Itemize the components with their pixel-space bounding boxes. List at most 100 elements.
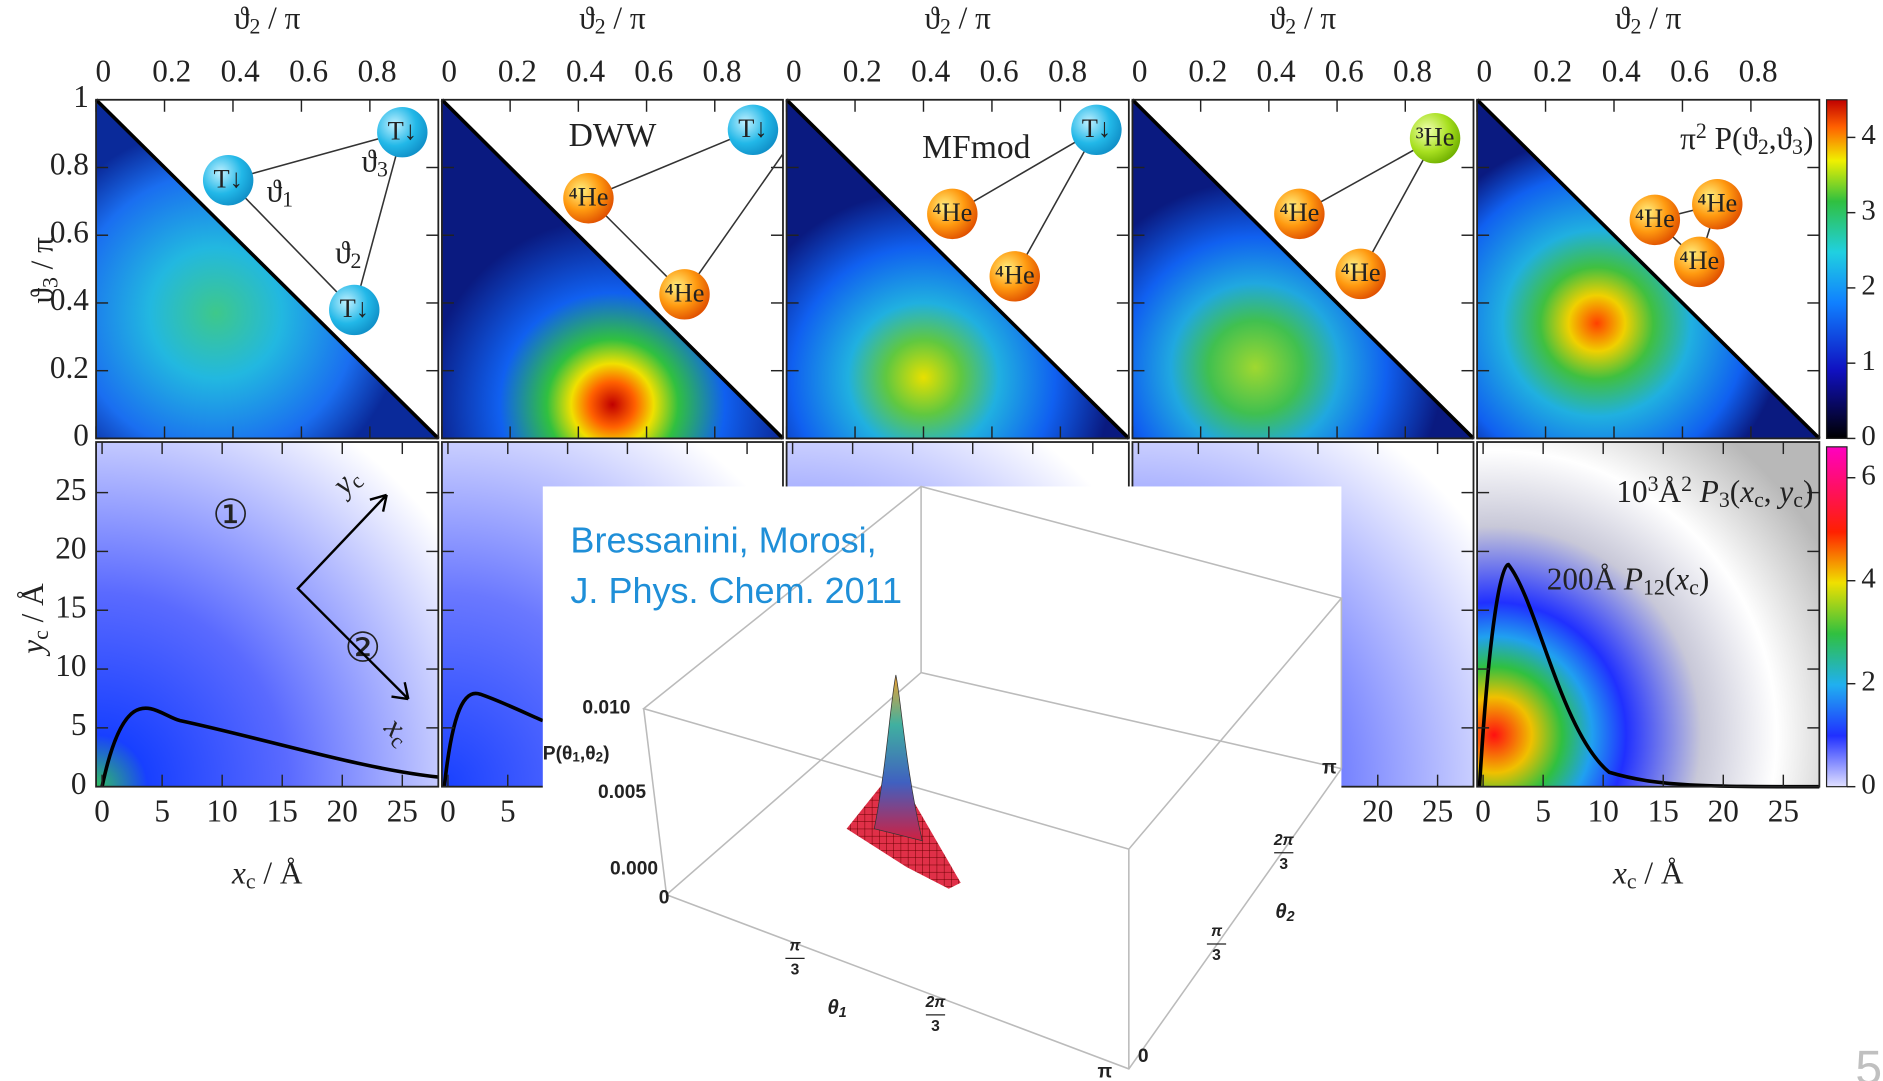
- text-part: ϑ: [335, 235, 351, 270]
- colorbar-label: 0: [1861, 768, 1875, 800]
- x-tick-label: 0.4: [1257, 54, 1296, 89]
- frame: [95, 98, 440, 440]
- frame: [441, 98, 784, 440]
- panel-label: 200Å P12(xc): [1547, 562, 1709, 599]
- citation: Bressanini, Morosi,: [570, 519, 876, 560]
- text-part: 3: [377, 157, 388, 181]
- y-tick-label: 0.4: [50, 282, 89, 317]
- x-tick-label: 0.6: [634, 54, 673, 89]
- atom-label: T↓: [1082, 113, 1111, 143]
- axis-tick-label: 3: [931, 1018, 940, 1035]
- text-part: ϑ: [1270, 1, 1286, 36]
- text-part: c: [246, 869, 256, 893]
- frame: [1476, 441, 1821, 788]
- atom-label: ⁴He: [1341, 257, 1381, 287]
- x-tick-label: 0: [1132, 54, 1148, 89]
- colorbar-label: 3: [1861, 194, 1875, 226]
- text-part: θ: [1275, 901, 1286, 923]
- x-tick-label: 0: [1476, 54, 1492, 89]
- x-tick-label: 0.2: [498, 54, 537, 89]
- text-part: / π: [1296, 1, 1336, 36]
- atom: [927, 188, 978, 240]
- text-part: ϑ: [25, 288, 60, 304]
- text-part: (: [1730, 474, 1740, 509]
- x-tick-label: 0.2: [152, 54, 191, 89]
- atom-label: T↓: [340, 293, 369, 323]
- text-part: / Å: [1637, 856, 1684, 891]
- axis-tick-label: 2π: [925, 994, 947, 1011]
- inset-figure: Bressanini, Morosi, J. Phys. Chem. 2011 …: [543, 485, 1343, 1081]
- colorbar: [1825, 446, 1848, 788]
- text-part: / π: [25, 237, 60, 277]
- atom-label: ⁴He: [995, 260, 1035, 290]
- theta2-label: θ2: [1275, 901, 1294, 925]
- text-part: 1: [282, 187, 293, 211]
- atom-label: ⁴He: [665, 278, 705, 308]
- text-part: ϑ: [267, 174, 283, 209]
- x-tick-label: 0.4: [911, 54, 950, 89]
- text-part: y: [15, 640, 50, 657]
- text-part: ,θ: [580, 743, 596, 764]
- panel-label: DWW: [569, 117, 657, 154]
- diagonal: [440, 98, 785, 440]
- text-part: θ: [827, 997, 838, 1019]
- atom: [377, 106, 428, 158]
- molecule: ⁴He ⁴He ³He: [1274, 112, 1461, 300]
- text-part: MFmod: [922, 129, 1031, 166]
- bond: [1014, 129, 1098, 277]
- y-tick-label: 5: [71, 707, 87, 742]
- y-tick-label: 0.6: [50, 214, 89, 249]
- text-part: / π: [1641, 1, 1681, 36]
- text-part: 3: [1792, 134, 1803, 158]
- x-tick-label: 0.4: [566, 54, 605, 89]
- text-part: ): [1803, 121, 1813, 156]
- text-part: / π: [260, 1, 300, 36]
- axis-tick-label: 3: [1279, 856, 1288, 873]
- top-panel: 0 0.2 0.4 0.6 0.8 ϑ2 / π: [785, 1, 1131, 440]
- atom-label: T↓: [213, 163, 242, 193]
- z-tick-label: 0.010: [582, 698, 630, 719]
- x-tick-label: 0.8: [702, 54, 741, 89]
- text-part: (: [1665, 562, 1675, 597]
- angle-label: ϑ1: [267, 174, 293, 211]
- text-part: 3: [38, 277, 62, 288]
- x-axis-label: xc / Å: [1612, 856, 1684, 893]
- text-part: x: [1739, 474, 1754, 509]
- atom-label: T↓: [738, 113, 767, 143]
- atom: [1409, 112, 1461, 164]
- arrow: [296, 493, 410, 701]
- p12-curve: [100, 706, 439, 788]
- angle-label: ϑ2: [335, 235, 361, 272]
- text-part: 3: [1719, 487, 1730, 511]
- x-tick-label: 0: [94, 793, 110, 828]
- x-tick-label: 0: [786, 54, 802, 89]
- text-part: 200Å: [1547, 562, 1624, 597]
- top-panel: 0 0.2 0.4 0.6 0.8 ϑ2 / π: [1131, 1, 1475, 440]
- atom: [329, 284, 380, 336]
- citation: J. Phys. Chem. 2011: [570, 570, 902, 611]
- text-part: P(ϑ: [1707, 121, 1759, 156]
- text-part: 2: [249, 14, 260, 38]
- x-tick-label: 5: [1535, 793, 1551, 828]
- angle-label: ϑ3: [361, 144, 387, 181]
- atom: [202, 155, 254, 206]
- text-part: 2: [351, 248, 362, 272]
- text-part: ,ϑ: [1769, 121, 1793, 156]
- page-number: 55: [1855, 1042, 1883, 1081]
- colorbar-label: 0: [1861, 420, 1875, 452]
- atom: [1674, 236, 1725, 288]
- colorbar-label: 4: [1861, 562, 1875, 594]
- x-tick-label: 25: [1768, 793, 1799, 828]
- x-tick-label: 10: [1588, 793, 1619, 828]
- colorbar-label: 1: [1861, 345, 1875, 377]
- y-tick-label: 0.8: [50, 147, 89, 182]
- text-part: ): [1699, 562, 1709, 597]
- x-axis-label: ϑ2 / π: [579, 1, 646, 38]
- bond: [1359, 137, 1436, 275]
- z-tick-label: 0.000: [610, 859, 658, 880]
- atom-label: ⁴He: [1697, 188, 1737, 218]
- text-part: 3: [1648, 472, 1659, 496]
- axis-tick-label: π: [1211, 923, 1223, 940]
